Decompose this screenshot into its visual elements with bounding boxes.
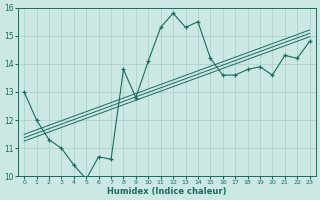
X-axis label: Humidex (Indice chaleur): Humidex (Indice chaleur) [107,187,227,196]
